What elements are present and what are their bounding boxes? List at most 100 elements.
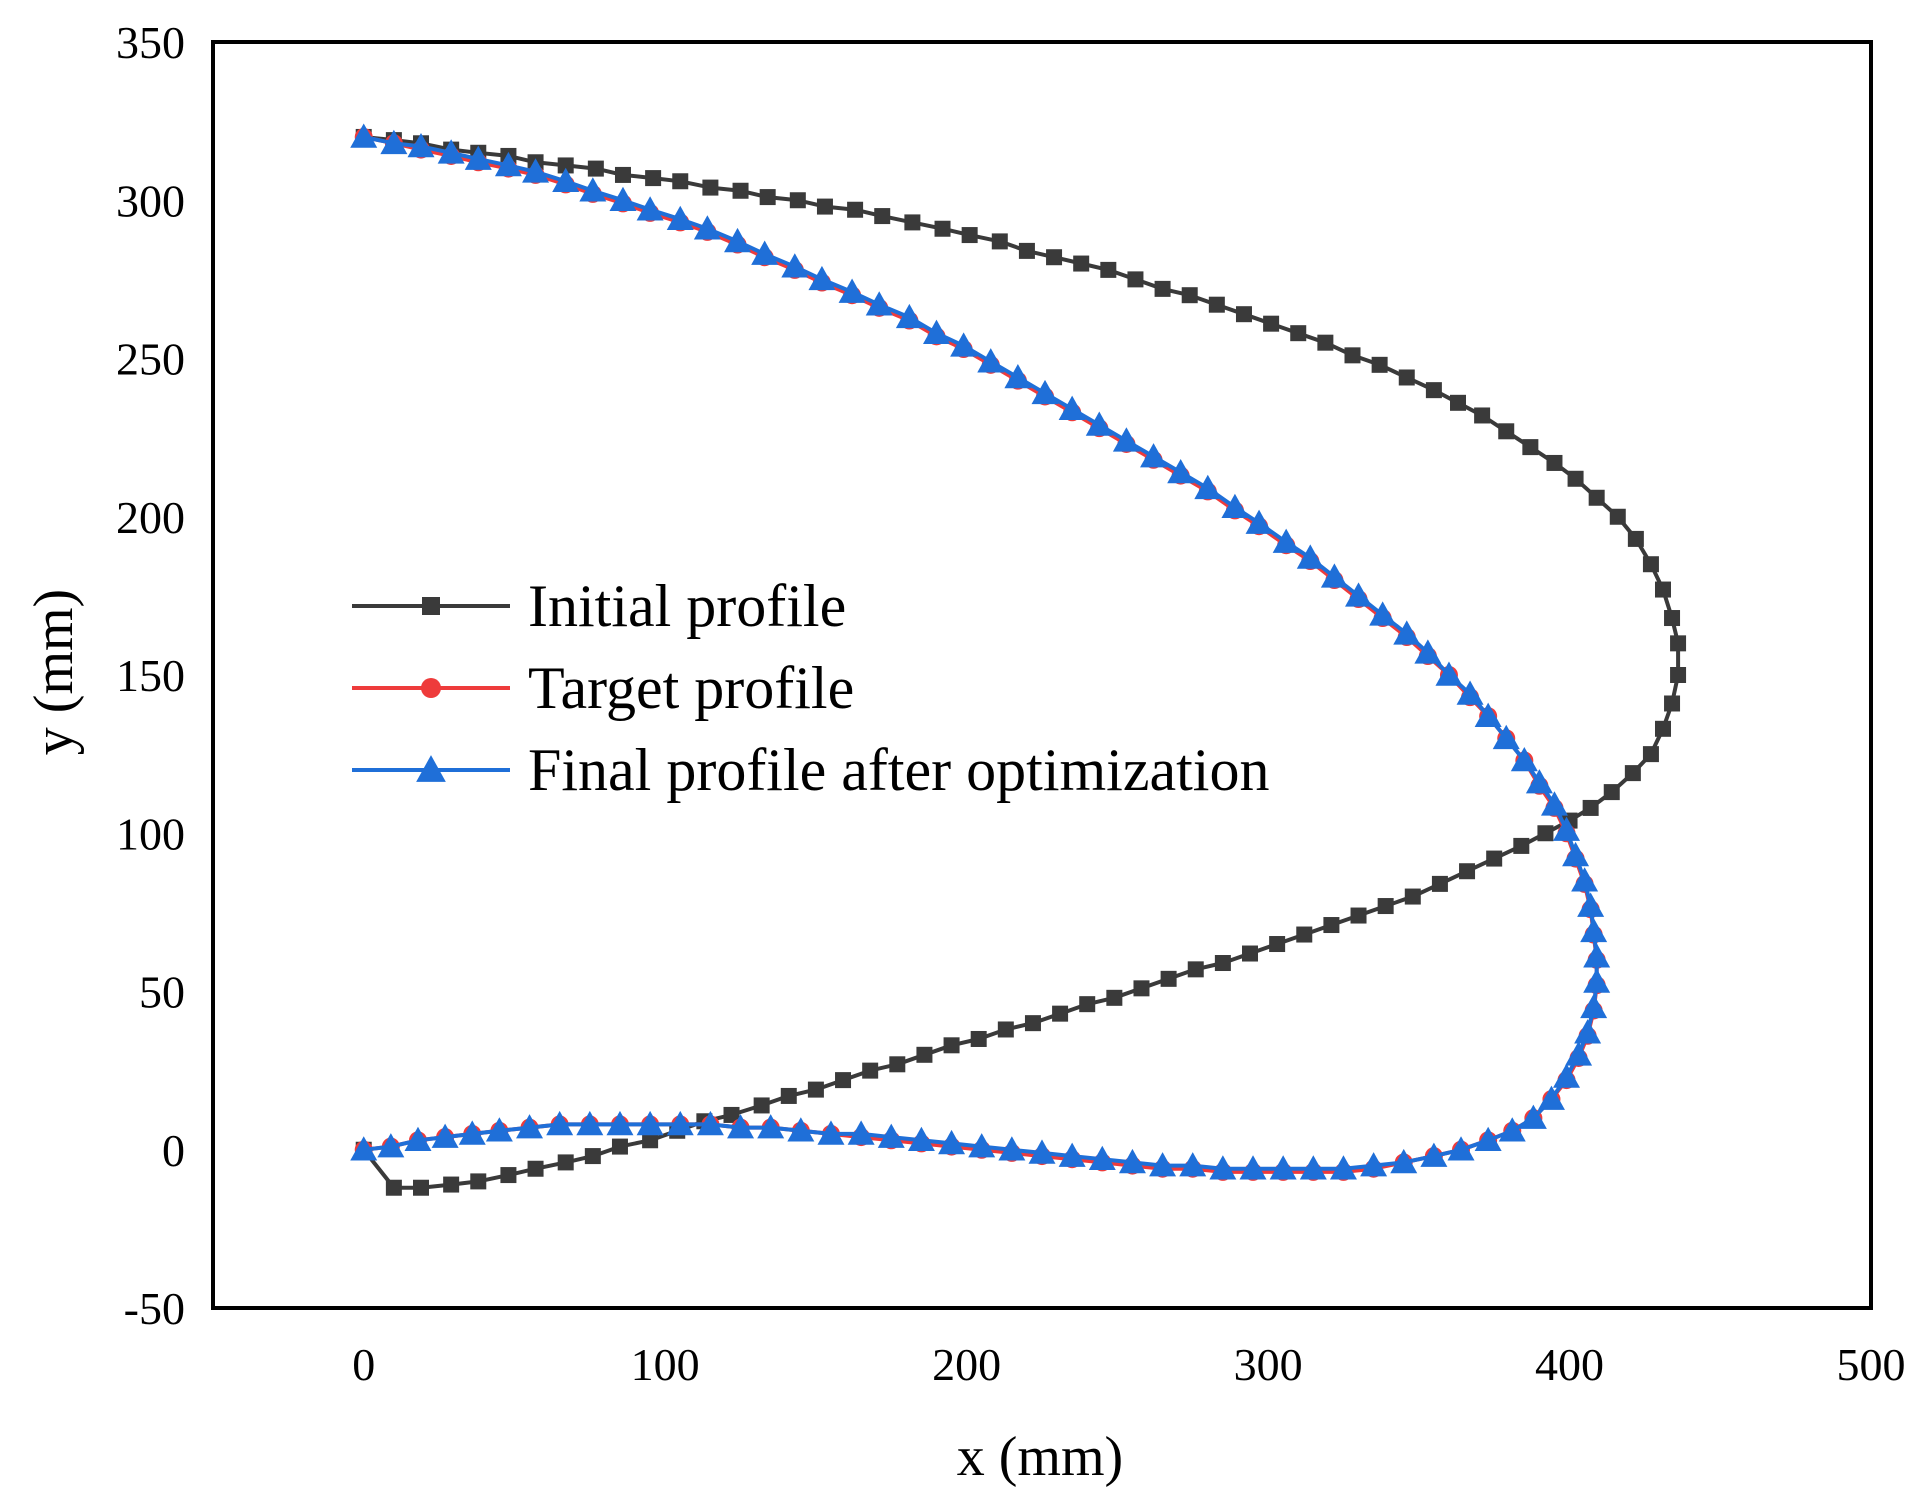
data-point-square xyxy=(733,183,749,199)
data-point-square xyxy=(1046,249,1062,265)
data-point-square xyxy=(1209,297,1225,313)
legend-label: Target profile xyxy=(528,655,854,721)
data-point-square xyxy=(1655,582,1671,598)
data-point-square xyxy=(1610,509,1626,525)
data-point-square xyxy=(1399,369,1415,385)
data-point-square xyxy=(612,1139,628,1155)
legend-label: Initial profile xyxy=(528,573,846,639)
data-point-square xyxy=(1589,490,1605,506)
data-point-square xyxy=(588,161,604,177)
y-tick-label: 200 xyxy=(116,492,185,543)
data-point-square xyxy=(470,1173,486,1189)
data-point-square xyxy=(1486,851,1502,867)
data-point-square xyxy=(528,1161,544,1177)
data-point-square xyxy=(916,1047,932,1063)
data-point-square xyxy=(847,202,863,218)
data-point-square xyxy=(754,1097,770,1113)
data-point-square xyxy=(1290,325,1306,341)
data-point-square xyxy=(1405,889,1421,905)
data-point-square xyxy=(1426,382,1442,398)
data-point-square xyxy=(1670,635,1686,651)
data-point-square xyxy=(1643,556,1659,572)
data-point-square xyxy=(1522,439,1538,455)
data-point-square xyxy=(889,1056,905,1072)
data-point-square xyxy=(615,167,631,183)
y-tick-label: -50 xyxy=(124,1283,185,1334)
data-point-square xyxy=(992,233,1008,249)
y-tick-label: 0 xyxy=(162,1125,185,1176)
data-point-square xyxy=(1351,908,1367,924)
data-point-square xyxy=(1269,936,1285,952)
data-point-square xyxy=(1664,610,1680,626)
data-point-square xyxy=(790,192,806,208)
data-point-square xyxy=(874,208,890,224)
y-tick-label: 150 xyxy=(116,650,185,701)
data-point-square xyxy=(1100,262,1116,278)
data-point-square xyxy=(1106,990,1122,1006)
x-tick-label: 300 xyxy=(1234,1339,1303,1390)
data-point-square xyxy=(1432,876,1448,892)
data-point-square xyxy=(413,1180,429,1196)
data-point-square xyxy=(862,1063,878,1079)
data-point-square xyxy=(1182,287,1198,303)
data-point-square xyxy=(1079,996,1095,1012)
data-point-square xyxy=(558,1154,574,1170)
data-point-square xyxy=(1019,243,1035,259)
data-point-square xyxy=(386,1180,402,1196)
data-point-square xyxy=(1025,1015,1041,1031)
y-axis-label: y (mm) xyxy=(23,589,85,755)
data-point-square xyxy=(1215,955,1231,971)
data-point-square xyxy=(904,214,920,230)
data-point-square xyxy=(1052,1006,1068,1022)
data-point-square xyxy=(1670,667,1686,683)
data-point-square xyxy=(1625,765,1641,781)
data-point-square xyxy=(422,597,440,615)
y-tick-label: 50 xyxy=(139,967,185,1018)
y-tick-label: 250 xyxy=(116,334,185,385)
x-tick-label: 500 xyxy=(1837,1339,1906,1390)
data-point-square xyxy=(702,180,718,196)
data-point-square xyxy=(1133,980,1149,996)
data-point-square xyxy=(1583,800,1599,816)
data-point-square xyxy=(672,173,688,189)
data-point-square xyxy=(443,1177,459,1193)
data-point-square xyxy=(971,1031,987,1047)
data-point-square xyxy=(1474,407,1490,423)
data-point-square xyxy=(1664,695,1680,711)
data-point-square xyxy=(1450,395,1466,411)
y-tick-label: 300 xyxy=(116,175,185,226)
data-point-square xyxy=(1317,335,1333,351)
data-point-square xyxy=(1155,281,1171,297)
data-point-square xyxy=(1459,863,1475,879)
profile-chart: 0 100 200 300 400 500 -50 0 50 100 150 200 250 300 350… xyxy=(0,0,1920,1497)
data-point-square xyxy=(1378,898,1394,914)
data-point-square xyxy=(500,1167,516,1183)
x-tick-label: 200 xyxy=(932,1339,1001,1390)
data-point-square xyxy=(1643,746,1659,762)
x-tick-label: 100 xyxy=(631,1339,700,1390)
data-point-square xyxy=(1498,423,1514,439)
data-point-square xyxy=(1161,971,1177,987)
data-point-square xyxy=(1604,784,1620,800)
data-point-square xyxy=(1513,838,1529,854)
x-axis-label: x (mm) xyxy=(957,1426,1123,1488)
x-tick-label: 400 xyxy=(1535,1339,1604,1390)
data-point-square xyxy=(781,1088,797,1104)
data-point-square xyxy=(835,1072,851,1088)
data-point-square xyxy=(1628,531,1644,547)
data-point-square xyxy=(1546,455,1562,471)
data-point-square xyxy=(817,199,833,215)
data-point-square xyxy=(1242,946,1258,962)
data-point-square xyxy=(1073,256,1089,272)
x-tick-label: 0 xyxy=(352,1339,375,1390)
y-tick-label: 100 xyxy=(116,808,185,859)
data-point-square xyxy=(1655,721,1671,737)
data-point-square xyxy=(1127,271,1143,287)
data-point-square xyxy=(585,1148,601,1164)
y-tick-label: 350 xyxy=(116,17,185,68)
data-point-circle xyxy=(421,678,441,698)
data-point-square xyxy=(944,1037,960,1053)
data-point-square xyxy=(1323,917,1339,933)
data-point-square xyxy=(645,170,661,186)
data-point-square xyxy=(1263,316,1279,332)
